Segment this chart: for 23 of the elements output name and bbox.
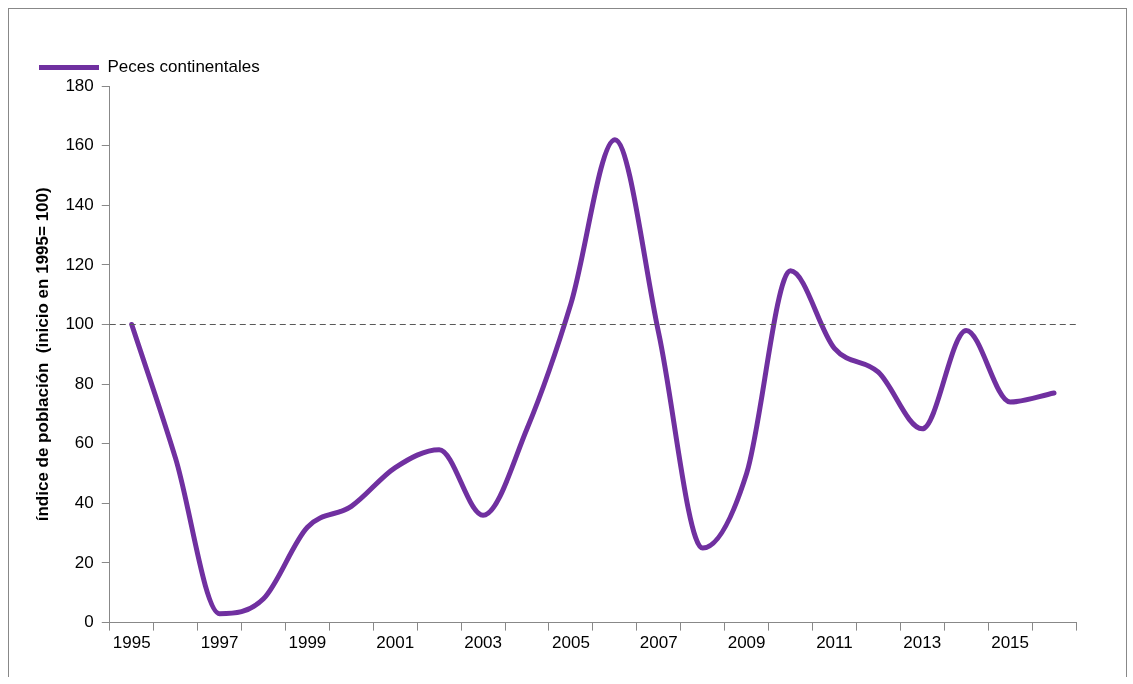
- y-tick-label: 120: [65, 254, 94, 274]
- y-tick-label: 180: [65, 75, 94, 95]
- x-tick-label: 2005: [552, 633, 590, 653]
- y-tick-label: 160: [65, 135, 94, 155]
- y-tick-label: 60: [74, 433, 94, 453]
- y-tick-label: 100: [65, 314, 94, 334]
- legend-label: Peces continentales: [107, 57, 260, 77]
- y-tick-label: 0: [84, 612, 94, 632]
- x-tick-label: 1999: [288, 633, 327, 653]
- x-tick-label: 2007: [639, 633, 678, 653]
- y-tick-label: 80: [74, 373, 94, 393]
- x-tick-label: 2009: [727, 633, 766, 653]
- y-tick-label: 20: [74, 552, 94, 572]
- y-tick-label: 40: [74, 493, 94, 513]
- y-axis-title: índice de población (inicio en 1995= 100): [32, 187, 52, 522]
- x-tick-label: 2011: [816, 633, 853, 653]
- x-tick-label: 2013: [903, 633, 942, 653]
- y-tick-label: 140: [65, 194, 94, 214]
- x-tick-label: 2015: [991, 633, 1030, 653]
- x-tick-label: 1995: [112, 633, 151, 653]
- x-tick-label: 2001: [376, 633, 415, 653]
- x-tick-label: 1997: [200, 633, 239, 653]
- x-tick-label: 2003: [464, 633, 502, 653]
